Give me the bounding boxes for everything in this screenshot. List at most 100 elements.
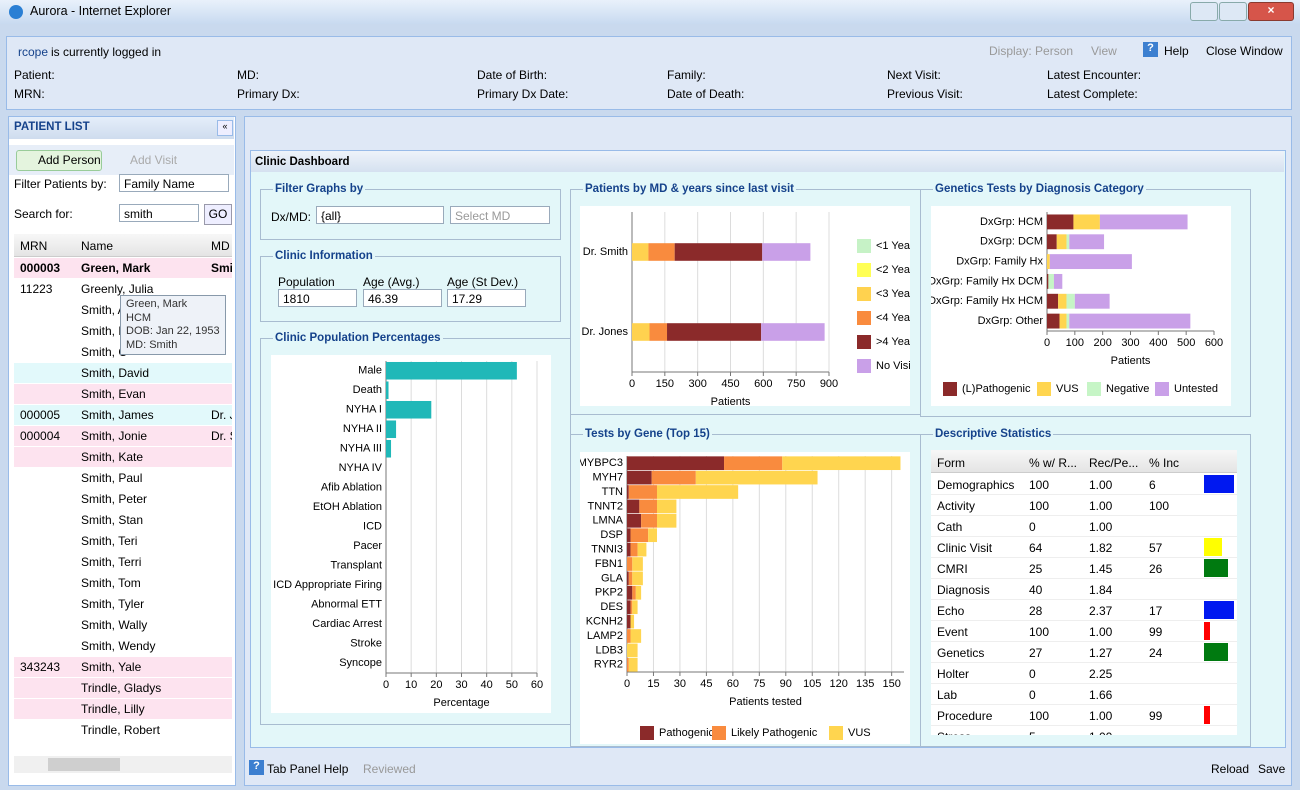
add-person-button[interactable]: Add Person: [38, 153, 101, 167]
cell[interactable]: Smi: [211, 261, 232, 275]
x-tick-label: 60: [531, 679, 543, 691]
cell: 0: [1029, 688, 1036, 702]
cell[interactable]: Smith, Wendy: [81, 639, 155, 653]
y-tick-label: Male: [358, 365, 382, 377]
cell[interactable]: Smith, Paul: [81, 471, 142, 485]
cell[interactable]: Smith, Yale: [81, 660, 141, 674]
cell[interactable]: Smith, A: [81, 303, 126, 317]
cell[interactable]: 343243: [20, 660, 60, 674]
field-label: Latest Encounter:: [1047, 68, 1141, 82]
y-tick-label: LAMP2: [587, 630, 623, 642]
cell[interactable]: Smith, Terri: [81, 555, 141, 569]
indicator: [1204, 538, 1222, 556]
cell[interactable]: Smith, Kate: [81, 450, 143, 464]
bar-segment: [1069, 234, 1104, 249]
cell[interactable]: Smith, David: [81, 366, 149, 380]
y-tick-label: PKP2: [595, 587, 623, 599]
cell[interactable]: Smith, Tom: [81, 576, 141, 590]
display-menu[interactable]: Display: Person: [989, 44, 1073, 58]
bar-segment: [627, 485, 629, 499]
bar-segment: [632, 572, 643, 586]
tooltip-line: HCM: [126, 312, 151, 324]
y-tick-label: Dr. Jones: [582, 326, 629, 338]
bar-segment: [657, 485, 738, 499]
cell[interactable]: 000005: [20, 408, 60, 422]
view-menu[interactable]: View: [1091, 44, 1117, 58]
field-label: Primary Dx Date:: [477, 87, 568, 101]
reload-button[interactable]: Reload: [1211, 762, 1249, 776]
maximize-button[interactable]: [1219, 2, 1247, 21]
x-tick-label: 300: [688, 378, 706, 390]
cell[interactable]: Smith, Tyler: [81, 597, 144, 611]
cell: 1.84: [1089, 583, 1112, 597]
x-tick-label: 120: [830, 678, 848, 690]
tab-help-button[interactable]: Tab Panel Help: [267, 762, 348, 776]
bar-segment: [657, 500, 676, 514]
bar-segment: [1050, 254, 1132, 269]
cell[interactable]: Dr. J: [211, 408, 232, 422]
cell[interactable]: Green, Mark: [81, 261, 150, 275]
help-button[interactable]: Help: [1164, 44, 1189, 58]
cell: 100: [1029, 499, 1049, 513]
cell[interactable]: Smith, Stan: [81, 513, 143, 527]
md-select[interactable]: Select MD: [450, 206, 550, 224]
cell[interactable]: Trindle, Robert: [81, 723, 160, 737]
y-tick-label: Afib Ablation: [321, 482, 382, 494]
cell[interactable]: Smith, Teri: [81, 534, 137, 548]
cell: Cath: [937, 520, 962, 534]
row-line: [931, 515, 1237, 516]
cell[interactable]: 000003: [20, 261, 60, 275]
x-tick-label: 20: [430, 679, 442, 691]
bar-segment: [631, 615, 635, 629]
column-header: Rec/Pe...: [1089, 456, 1138, 470]
cell[interactable]: Smith, Wally: [81, 618, 147, 632]
cell[interactable]: Trindle, Gladys: [81, 681, 161, 695]
scrollbar[interactable]: [14, 756, 232, 773]
bar-segment: [631, 629, 642, 643]
cell: 1.00: [1089, 709, 1112, 723]
field-label: Latest Complete:: [1047, 87, 1138, 101]
field-label: Primary Dx:: [237, 87, 300, 101]
row-line: [931, 536, 1237, 537]
bar-segment: [638, 543, 647, 557]
bar-segment: [629, 485, 657, 499]
cell[interactable]: 000004: [20, 429, 60, 443]
y-tick-label: ICD Appropriate Firing: [273, 579, 382, 591]
scroll-thumb[interactable]: [48, 758, 120, 771]
close-window-button[interactable]: Close Window: [1206, 44, 1283, 58]
close-button[interactable]: ×: [1248, 2, 1294, 21]
x-tick-label: 450: [721, 378, 739, 390]
bar-segment: [696, 471, 818, 485]
reviewed-checkbox[interactable]: Reviewed: [363, 762, 416, 776]
go-button[interactable]: GO: [204, 204, 232, 225]
bar: [386, 440, 391, 458]
add-visit-button[interactable]: Add Visit: [130, 153, 177, 167]
save-button[interactable]: Save: [1258, 762, 1285, 776]
cell[interactable]: Trindle, Lilly: [81, 702, 145, 716]
cell: 100: [1149, 499, 1169, 513]
cell[interactable]: Smith, James: [81, 408, 154, 422]
cell[interactable]: Greenly, Julia: [81, 282, 153, 296]
cell[interactable]: Smith, Peter: [81, 492, 147, 506]
bar-segment: [627, 557, 632, 571]
y-tick-label: Syncope: [339, 657, 382, 669]
search-input[interactable]: smith: [119, 204, 199, 222]
cell[interactable]: Dr. S: [211, 429, 232, 443]
collapse-button[interactable]: «: [217, 120, 233, 136]
filter-select[interactable]: Family Name: [119, 174, 229, 192]
cell[interactable]: Smith, Evan: [81, 387, 146, 401]
y-tick-label: RYR2: [594, 659, 623, 671]
cell: 99: [1149, 709, 1162, 723]
dxmd-select[interactable]: {all}: [316, 206, 444, 224]
x-tick-label: 90: [780, 678, 792, 690]
cell[interactable]: Smith, Jonie: [81, 429, 147, 443]
minimize-button[interactable]: [1190, 2, 1218, 21]
window-title: Aurora - Internet Explorer: [30, 4, 171, 18]
y-tick-label: DxGrp: Family Hx: [956, 255, 1043, 267]
y-tick-label: EtOH Ablation: [313, 501, 382, 513]
legend-swatch: [640, 726, 654, 740]
column-header: % Inc: [1149, 456, 1179, 470]
bar-segment: [1057, 234, 1067, 249]
indicator: [1204, 643, 1228, 661]
cell[interactable]: 11223: [20, 282, 52, 296]
